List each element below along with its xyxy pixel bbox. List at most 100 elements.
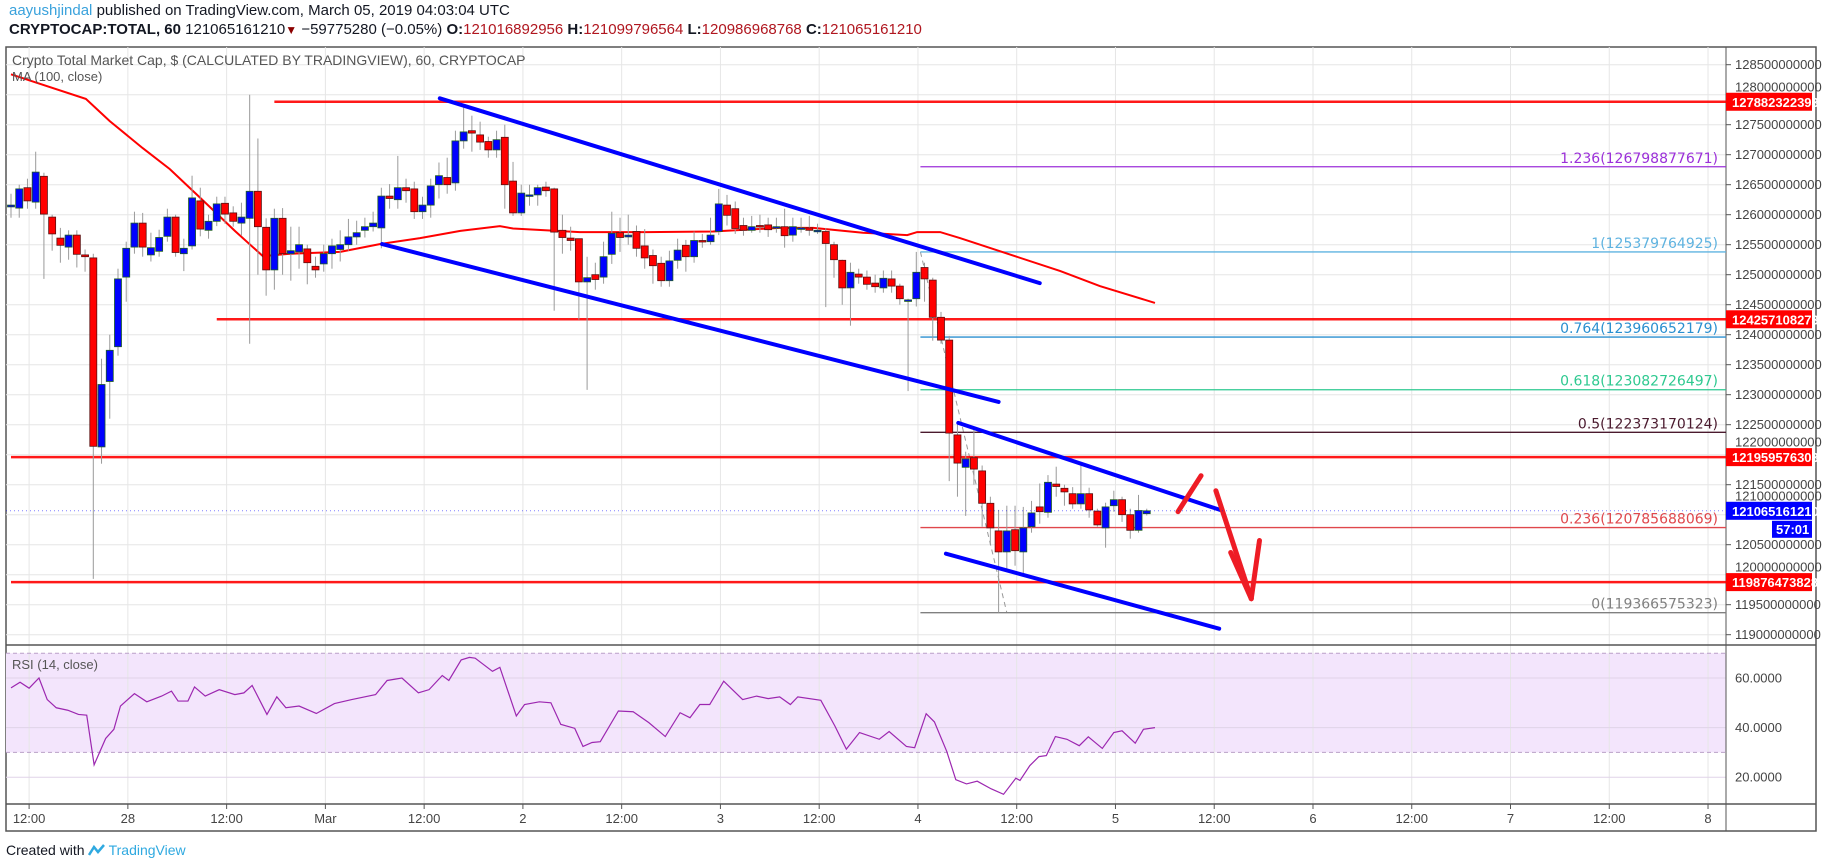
candle-down <box>40 175 48 215</box>
time-axis-label: 12:00 <box>408 811 441 826</box>
time-axis-label: 12:00 <box>1395 811 1428 826</box>
close-value: 121065161210 <box>821 21 922 38</box>
price-axis-label: 124000000000 <box>1735 327 1822 342</box>
candle-down <box>986 502 995 529</box>
candle-up <box>904 299 912 302</box>
current-price-box <box>1726 501 1812 520</box>
candle-down <box>649 255 657 267</box>
candle-up <box>459 131 468 142</box>
candle-down <box>821 231 830 244</box>
candle-down <box>616 232 624 238</box>
candle-up <box>624 234 633 238</box>
candle-down <box>385 195 394 199</box>
candle-down <box>764 224 773 231</box>
price-axis-label: 123000000000 <box>1735 387 1822 402</box>
author-link[interactable]: aayushjindal <box>9 2 93 19</box>
candle-down <box>138 222 147 248</box>
arrow-projected-bounce <box>1175 473 1204 515</box>
candle-up <box>747 226 756 231</box>
candle-down <box>196 200 205 230</box>
candle-down <box>591 274 600 280</box>
published-text: published on TradingView.com, March 05, … <box>96 2 510 19</box>
candle-up <box>1101 506 1110 529</box>
time-axis-label: 12:00 <box>210 811 243 826</box>
trendline-lower-channel-top <box>956 420 1222 512</box>
candle-down <box>48 216 57 235</box>
last-price: 121065161210 <box>185 21 286 38</box>
tradingview-link[interactable]: TradingView <box>108 842 186 858</box>
price-axis-label: 127000000000 <box>1735 147 1822 162</box>
candle-up <box>163 216 172 237</box>
rsi-axis-label: 20.0000 <box>1735 770 1782 785</box>
candle-up <box>1077 493 1085 505</box>
footer: Created with TradingView <box>6 842 186 858</box>
candle-up <box>772 226 781 229</box>
candle-down <box>698 240 707 243</box>
candle-up <box>673 249 682 261</box>
candle-down <box>756 225 764 228</box>
candle-up <box>352 232 361 238</box>
price-axis-label: 123500000000 <box>1735 357 1822 372</box>
candle-down <box>871 282 880 288</box>
candle-down <box>887 278 896 287</box>
candle-down <box>558 229 567 238</box>
candle-up <box>435 175 443 186</box>
tradingview-logo-icon <box>87 844 105 856</box>
price-change: −59775280 (−0.05%) <box>301 21 443 38</box>
price-axis-label: 121000000000 <box>1735 488 1822 503</box>
fib-level-label: 0.5(122373170124) <box>1578 416 1718 432</box>
rsi-line <box>10 656 1156 796</box>
rsi-legend[interactable]: RSI (14, close) <box>12 657 98 672</box>
symbol-info: CRYPTOCAP:TOTAL, 60 121065161210▼ −59775… <box>9 21 922 38</box>
candle-up <box>961 458 970 468</box>
candle-up <box>525 194 534 197</box>
candle-down <box>731 208 740 229</box>
candle-down <box>23 187 32 202</box>
candle-down <box>863 276 871 285</box>
candle-up <box>130 222 139 248</box>
candle-down <box>311 265 320 271</box>
candle-down <box>1060 487 1069 493</box>
candle-down <box>89 257 98 447</box>
time-axis-label: 12:00 <box>803 811 836 826</box>
candle-up <box>188 197 196 247</box>
fib-level-label: 1.236(126798877671) <box>1560 151 1718 167</box>
chart-title: Crypto Total Market Cap, $ (CALCULATED B… <box>12 52 526 68</box>
fib-level-label: 1(125379764925) <box>1591 236 1718 252</box>
candle-down <box>723 204 731 216</box>
candle-up <box>212 203 221 222</box>
candle-up <box>846 271 855 289</box>
time-axis-label: 12:00 <box>1593 811 1626 826</box>
price-axis-label: 120000000000 <box>1735 560 1822 575</box>
candle-up <box>31 171 40 203</box>
time-axis-label: Mar <box>314 811 337 826</box>
bar-countdown: 57:01 <box>1776 522 1809 537</box>
candle-down <box>1011 529 1019 552</box>
candle-down <box>278 217 287 255</box>
candle-down <box>221 202 229 215</box>
candle-down <box>854 273 863 278</box>
candle-down <box>1118 499 1126 516</box>
candle-down <box>1052 483 1061 487</box>
candle-down <box>476 134 485 143</box>
candle-up <box>665 260 674 282</box>
time-axis-label: 12:00 <box>1000 811 1033 826</box>
fib-level-label: 0.236(120785688069) <box>1560 512 1718 528</box>
candle-up <box>788 226 797 236</box>
time-axis-label: 12:00 <box>13 811 46 826</box>
candle-down <box>928 279 937 318</box>
fib-level-label: 0.764(123960652179) <box>1560 321 1718 337</box>
time-axis-label: 8 <box>1704 811 1711 826</box>
candle-up <box>813 229 822 233</box>
level-price-label: 124257108273 <box>1732 312 1819 327</box>
fib-level-label: 0.618(123082726497) <box>1560 374 1718 390</box>
price-axis-label: 121500000000 <box>1735 477 1822 492</box>
level-price-label: 121959576303 <box>1732 450 1819 465</box>
ma-legend[interactable]: MA (100, close) <box>12 69 103 84</box>
candle-up <box>147 247 155 256</box>
created-with-text: Created with <box>6 842 85 858</box>
candle-down <box>542 186 550 192</box>
candle-down <box>467 130 476 134</box>
price-axis-label: 126500000000 <box>1735 177 1822 192</box>
